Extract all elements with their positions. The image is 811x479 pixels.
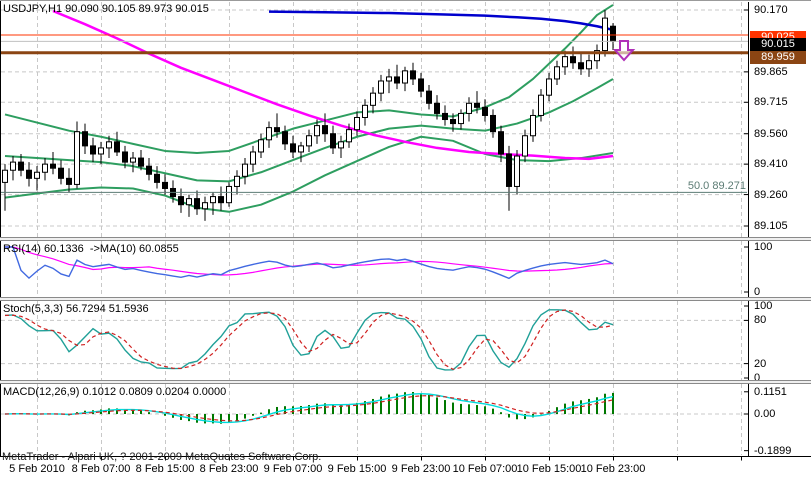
macd-axis-label: 0.1151	[754, 385, 787, 398]
time-axis-label: 9 Feb 23:00	[391, 463, 451, 475]
bid-price-tag: 90.015	[750, 38, 806, 51]
price-axis-label: 89.715	[754, 96, 788, 109]
time-axis-label: 8 Feb 07:00	[71, 463, 131, 475]
time-axis-label: 10 Feb 07:00	[452, 463, 518, 475]
panel-splitter[interactable]	[0, 297, 811, 301]
fibo-level-label: 50.0 89.271	[687, 180, 746, 192]
time-axis-label: 10 Feb 15:00	[516, 463, 582, 475]
time-axis-label: 8 Feb 15:00	[135, 463, 195, 475]
copyright-watermark: MetaTrader - Alpari UK, ? 2001-2009 Meta…	[2, 451, 322, 463]
price-axis-label: 90.170	[754, 4, 788, 16]
price-axis-label: 89.865	[754, 65, 788, 78]
panel-splitter[interactable]	[0, 380, 811, 384]
stoch-axis-label: 80	[754, 314, 767, 327]
rsi-layer	[5, 246, 614, 280]
time-axis-label: 9 Feb 15:00	[327, 463, 387, 475]
ma-bands-layer	[4, 4, 614, 213]
chart-title-ohlc: USDJPY,H1 90.090 90.105 89.973 90.015	[3, 3, 209, 15]
stoch-layer	[4, 309, 614, 371]
macd-layer	[4, 391, 614, 424]
stoch-axis-label: 20	[754, 357, 767, 370]
price-axis-label: 89.560	[754, 127, 788, 140]
macd-indicator-label: MACD(12,26,9) 0.1012 0.0809 0.0204 0.000…	[3, 386, 227, 398]
panel-splitter[interactable]	[0, 237, 811, 241]
time-axis-label: 9 Feb 07:00	[263, 463, 323, 475]
price-axis-label: 89.105	[754, 220, 788, 232]
rsi-axis-label: 0	[754, 286, 761, 298]
stoch-indicator-label: Stoch(5,3,3) 56.7294 51.5936	[3, 303, 149, 315]
stoch-axis-label: 100	[754, 300, 773, 312]
stoch-axis-label: 0	[754, 372, 761, 384]
macd-axis-label: 0.00	[754, 408, 776, 420]
hline-objects-layer	[1, 34, 748, 193]
candles-layer	[2, 10, 616, 221]
time-axis-label: 5 Feb 2010	[9, 463, 65, 475]
support-price-tag: 89.959	[750, 51, 806, 64]
rsi-indicator-label: RSI(14) 60.1336 ->MA(10) 60.0855	[3, 243, 179, 255]
time-axis-label: 10 Feb 23:00	[580, 463, 646, 475]
rsi-axis-label: 100	[754, 241, 773, 253]
macd-axis-label: -0.1899	[754, 444, 792, 457]
time-axis-label: 8 Feb 23:00	[199, 463, 259, 475]
price-axis-label: 89.410	[754, 158, 788, 171]
down-arrow-object[interactable]	[612, 40, 636, 62]
price-axis-label: 89.260	[754, 188, 788, 201]
